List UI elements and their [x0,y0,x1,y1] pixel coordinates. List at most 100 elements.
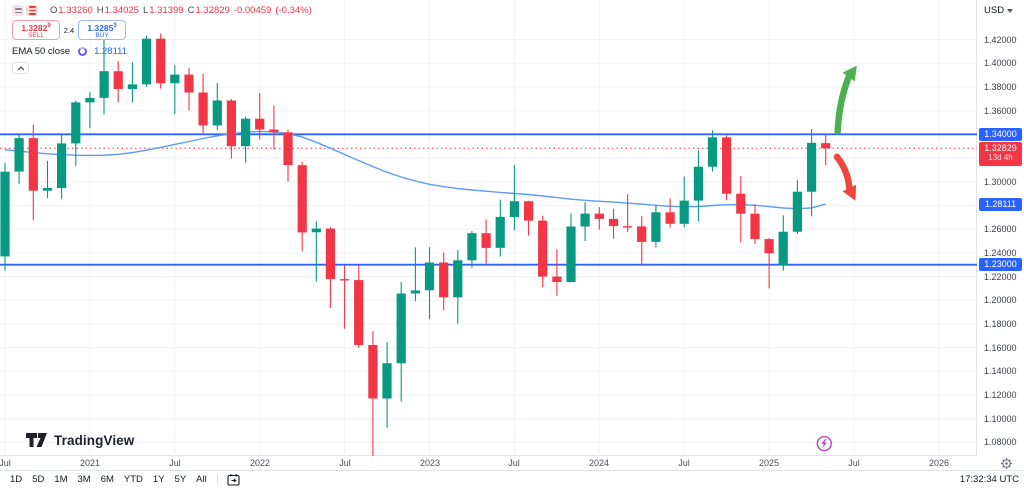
support-price-badge: 1.23000 [979,258,1022,271]
time-tick-label: 2024 [588,458,610,468]
candle [340,265,350,329]
candle [382,342,392,428]
legend-menu-toggle-icon[interactable] [26,5,38,16]
time-tick-label: 2022 [249,458,271,468]
ema-indicator-loading-icon [78,46,88,56]
sell-price-sup: 9 [47,23,51,29]
range-button-6m[interactable]: 6M [100,474,114,485]
candle [778,215,788,271]
sell-button[interactable]: 1.32829 SELL [12,20,60,40]
candle [651,205,661,248]
close-label: C [187,5,195,16]
candle [594,207,604,230]
range-button-1d[interactable]: 1D [10,474,23,485]
buy-label: BUY [95,32,109,40]
candle [424,247,435,319]
last-price-badge: 1.32829 13d 4h [979,142,1022,166]
candle [396,282,406,402]
time-tick-label: Jul [848,458,860,468]
candle [255,93,265,140]
close-value: 1.32829 [195,5,230,16]
indicator-value: 1.28111 [94,45,128,57]
candle [453,250,463,324]
candle [665,198,675,228]
range-button-3m[interactable]: 3M [77,474,91,485]
resistance-price-badge: 1.34000 [979,128,1022,141]
legend-collapse-button[interactable] [12,62,29,74]
chart-plot-area[interactable]: O 1.33260 H 1.34025 L 1.31399 C 1.32829 -0.0… [0,0,977,456]
time-tick-label: 2023 [419,458,441,468]
candle [736,176,746,243]
buy-button[interactable]: 1.32853 BUY [78,20,126,40]
candle [241,116,251,163]
time-axis[interactable]: Jul 2021 Jul 2022 Jul 2023 Jul 2024 Jul 2025 Jul 20… [0,457,1024,470]
candle [722,135,732,201]
candle [269,105,279,150]
time-tick-label: 2025 [758,458,780,468]
range-button-all[interactable]: All [196,474,207,485]
time-tick-label: Jul [678,458,690,468]
candle [566,213,576,283]
indicator-title[interactable]: EMA 50 close [12,45,71,57]
date-range-switcher: 1D 5D 1M 3M 6M YTD 1Y 5Y All [10,474,207,485]
candle [750,204,760,244]
buy-price-sup: 3 [113,23,117,29]
price-axis[interactable]: USD 1.420001.400001.380001.360001.340001… [977,0,1024,456]
tradingview-logo[interactable]: TradingView [26,433,134,448]
time-tick-label: Jul [508,458,520,468]
toolbar-divider [216,474,218,485]
axis-settings-gear-icon[interactable] [1000,457,1013,470]
candle [113,61,123,103]
currency-selector[interactable]: USD [984,5,1014,16]
open-label: O [50,5,58,16]
candle [156,33,166,89]
ema50-line[interactable] [4,130,826,210]
candle [580,202,590,241]
candle [608,208,619,239]
range-button-5d[interactable]: 5D [32,474,45,485]
range-button-1y[interactable]: 1Y [152,474,165,485]
chevron-up-icon [17,65,24,70]
up-trend-arrow[interactable] [834,65,857,135]
time-tick-label: 2021 [79,458,101,468]
candle [57,134,67,199]
candle [71,100,81,166]
candle [14,135,24,184]
go-to-date-button[interactable] [227,473,240,486]
open-value: 1.33260 [58,5,93,16]
candle [495,199,505,257]
tradingview-logo-icon [26,433,47,447]
candle [198,73,208,133]
sell-price: 1.3282 [21,22,48,33]
candle [368,331,378,456]
price-tick-label: 1.20000 [984,295,1017,305]
candle [354,265,364,348]
chart-canvas[interactable] [0,0,977,456]
candle [552,249,562,296]
high-label: H [96,5,104,16]
price-tick-label: 1.24000 [984,248,1017,258]
price-tick-label: 1.14000 [984,366,1017,376]
range-button-ytd[interactable]: YTD [123,474,143,485]
candle [707,130,718,172]
range-button-1m[interactable]: 1M [54,474,68,485]
price-tick-label: 1.12000 [984,390,1017,400]
candle [764,238,774,289]
utc-clock[interactable]: 17:32:34 UTC [959,474,1019,485]
price-tick-label: 1.36000 [984,106,1017,116]
ema-price-badge: 1.28111 [979,198,1022,211]
price-tick-label: 1.08000 [984,437,1017,447]
chevron-down-icon [1007,8,1014,13]
chart-legend: O 1.33260 H 1.34025 L 1.31399 C 1.32829 -0.0… [12,4,312,74]
candle [0,162,10,271]
candle [693,150,703,222]
candle [792,180,802,235]
range-button-5y[interactable]: 5Y [174,474,187,485]
candle [99,34,109,115]
lightning-event-icon[interactable] [816,435,832,452]
candle [623,194,633,233]
legend-rows-toggle-icon[interactable] [12,5,24,16]
down-trend-arrow[interactable] [833,153,857,201]
low-label: L [142,5,149,16]
sell-label: SELL [28,32,44,40]
